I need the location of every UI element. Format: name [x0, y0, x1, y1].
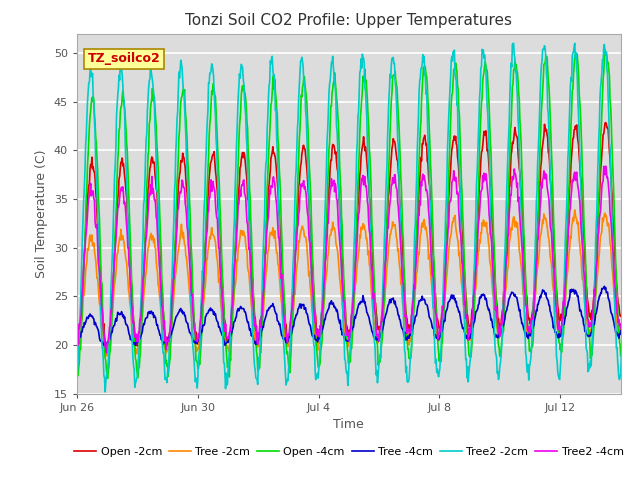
Open -2cm — [632, 120, 640, 126]
Tree -4cm — [394, 312, 402, 318]
Text: TZ_soilco2: TZ_soilco2 — [88, 52, 161, 65]
Tree2 -4cm — [125, 262, 133, 268]
Open -4cm — [125, 202, 133, 208]
Tree2 -4cm — [73, 345, 81, 351]
Tree2 -4cm — [394, 204, 402, 210]
Tree2 -4cm — [323, 236, 331, 241]
Tree2 -2cm — [353, 150, 360, 156]
Tree2 -2cm — [73, 373, 81, 379]
Open -2cm — [451, 133, 458, 139]
Open -4cm — [323, 208, 331, 214]
Tree -2cm — [571, 207, 579, 213]
Line: Open -2cm: Open -2cm — [77, 120, 636, 353]
Tree -4cm — [451, 297, 458, 302]
Open -2cm — [394, 168, 402, 173]
Open -4cm — [451, 67, 458, 72]
Tree -4cm — [353, 311, 360, 316]
Tree2 -2cm — [510, 40, 518, 46]
Tree2 -4cm — [632, 165, 640, 171]
Tree -2cm — [451, 216, 458, 222]
Open -2cm — [632, 117, 639, 122]
Title: Tonzi Soil CO2 Profile: Upper Temperatures: Tonzi Soil CO2 Profile: Upper Temperatur… — [186, 13, 512, 28]
Tree2 -2cm — [451, 47, 458, 53]
Open -2cm — [323, 216, 331, 222]
Tree -4cm — [125, 328, 132, 334]
Open -4cm — [632, 42, 639, 48]
Tree -4cm — [163, 344, 170, 349]
Open -2cm — [361, 148, 369, 154]
Open -4cm — [104, 375, 111, 381]
Open -4cm — [353, 215, 360, 221]
Tree2 -4cm — [361, 174, 369, 180]
Tree2 -2cm — [125, 254, 133, 260]
X-axis label: Time: Time — [333, 418, 364, 431]
Line: Tree2 -2cm: Tree2 -2cm — [77, 43, 636, 392]
Tree2 -2cm — [323, 138, 331, 144]
Open -2cm — [73, 342, 81, 348]
Tree -2cm — [101, 353, 109, 359]
Line: Tree -4cm: Tree -4cm — [77, 286, 636, 347]
Tree2 -2cm — [632, 47, 640, 53]
Tree2 -4cm — [102, 350, 110, 356]
Tree -4cm — [73, 341, 81, 347]
Open -4cm — [361, 66, 369, 72]
Tree2 -4cm — [632, 162, 639, 168]
Tree -2cm — [73, 350, 81, 356]
Open -4cm — [632, 45, 640, 50]
Tree -2cm — [632, 209, 640, 215]
Tree2 -2cm — [394, 143, 402, 149]
Open -2cm — [125, 244, 133, 250]
Tree -2cm — [353, 268, 360, 274]
Tree -4cm — [361, 299, 369, 304]
Open -2cm — [353, 226, 360, 232]
Line: Tree -2cm: Tree -2cm — [77, 210, 636, 356]
Open -4cm — [394, 111, 402, 117]
Tree2 -4cm — [451, 176, 458, 181]
Tree -4cm — [323, 310, 331, 315]
Tree -2cm — [323, 266, 331, 272]
Line: Tree2 -4cm: Tree2 -4cm — [77, 165, 636, 353]
Tree -2cm — [361, 227, 369, 233]
Tree -4cm — [632, 286, 640, 292]
Tree -4cm — [630, 283, 637, 289]
Y-axis label: Soil Temperature (C): Soil Temperature (C) — [35, 149, 48, 278]
Legend: Open -2cm, Tree -2cm, Open -4cm, Tree -4cm, Tree2 -2cm, Tree2 -4cm: Open -2cm, Tree -2cm, Open -4cm, Tree -4… — [69, 443, 628, 461]
Tree -2cm — [394, 246, 402, 252]
Tree2 -2cm — [101, 389, 109, 395]
Tree2 -4cm — [353, 247, 360, 252]
Line: Open -4cm: Open -4cm — [77, 45, 636, 378]
Tree2 -2cm — [361, 85, 369, 91]
Tree -2cm — [125, 290, 133, 296]
Open -2cm — [103, 350, 111, 356]
Open -4cm — [73, 366, 81, 372]
